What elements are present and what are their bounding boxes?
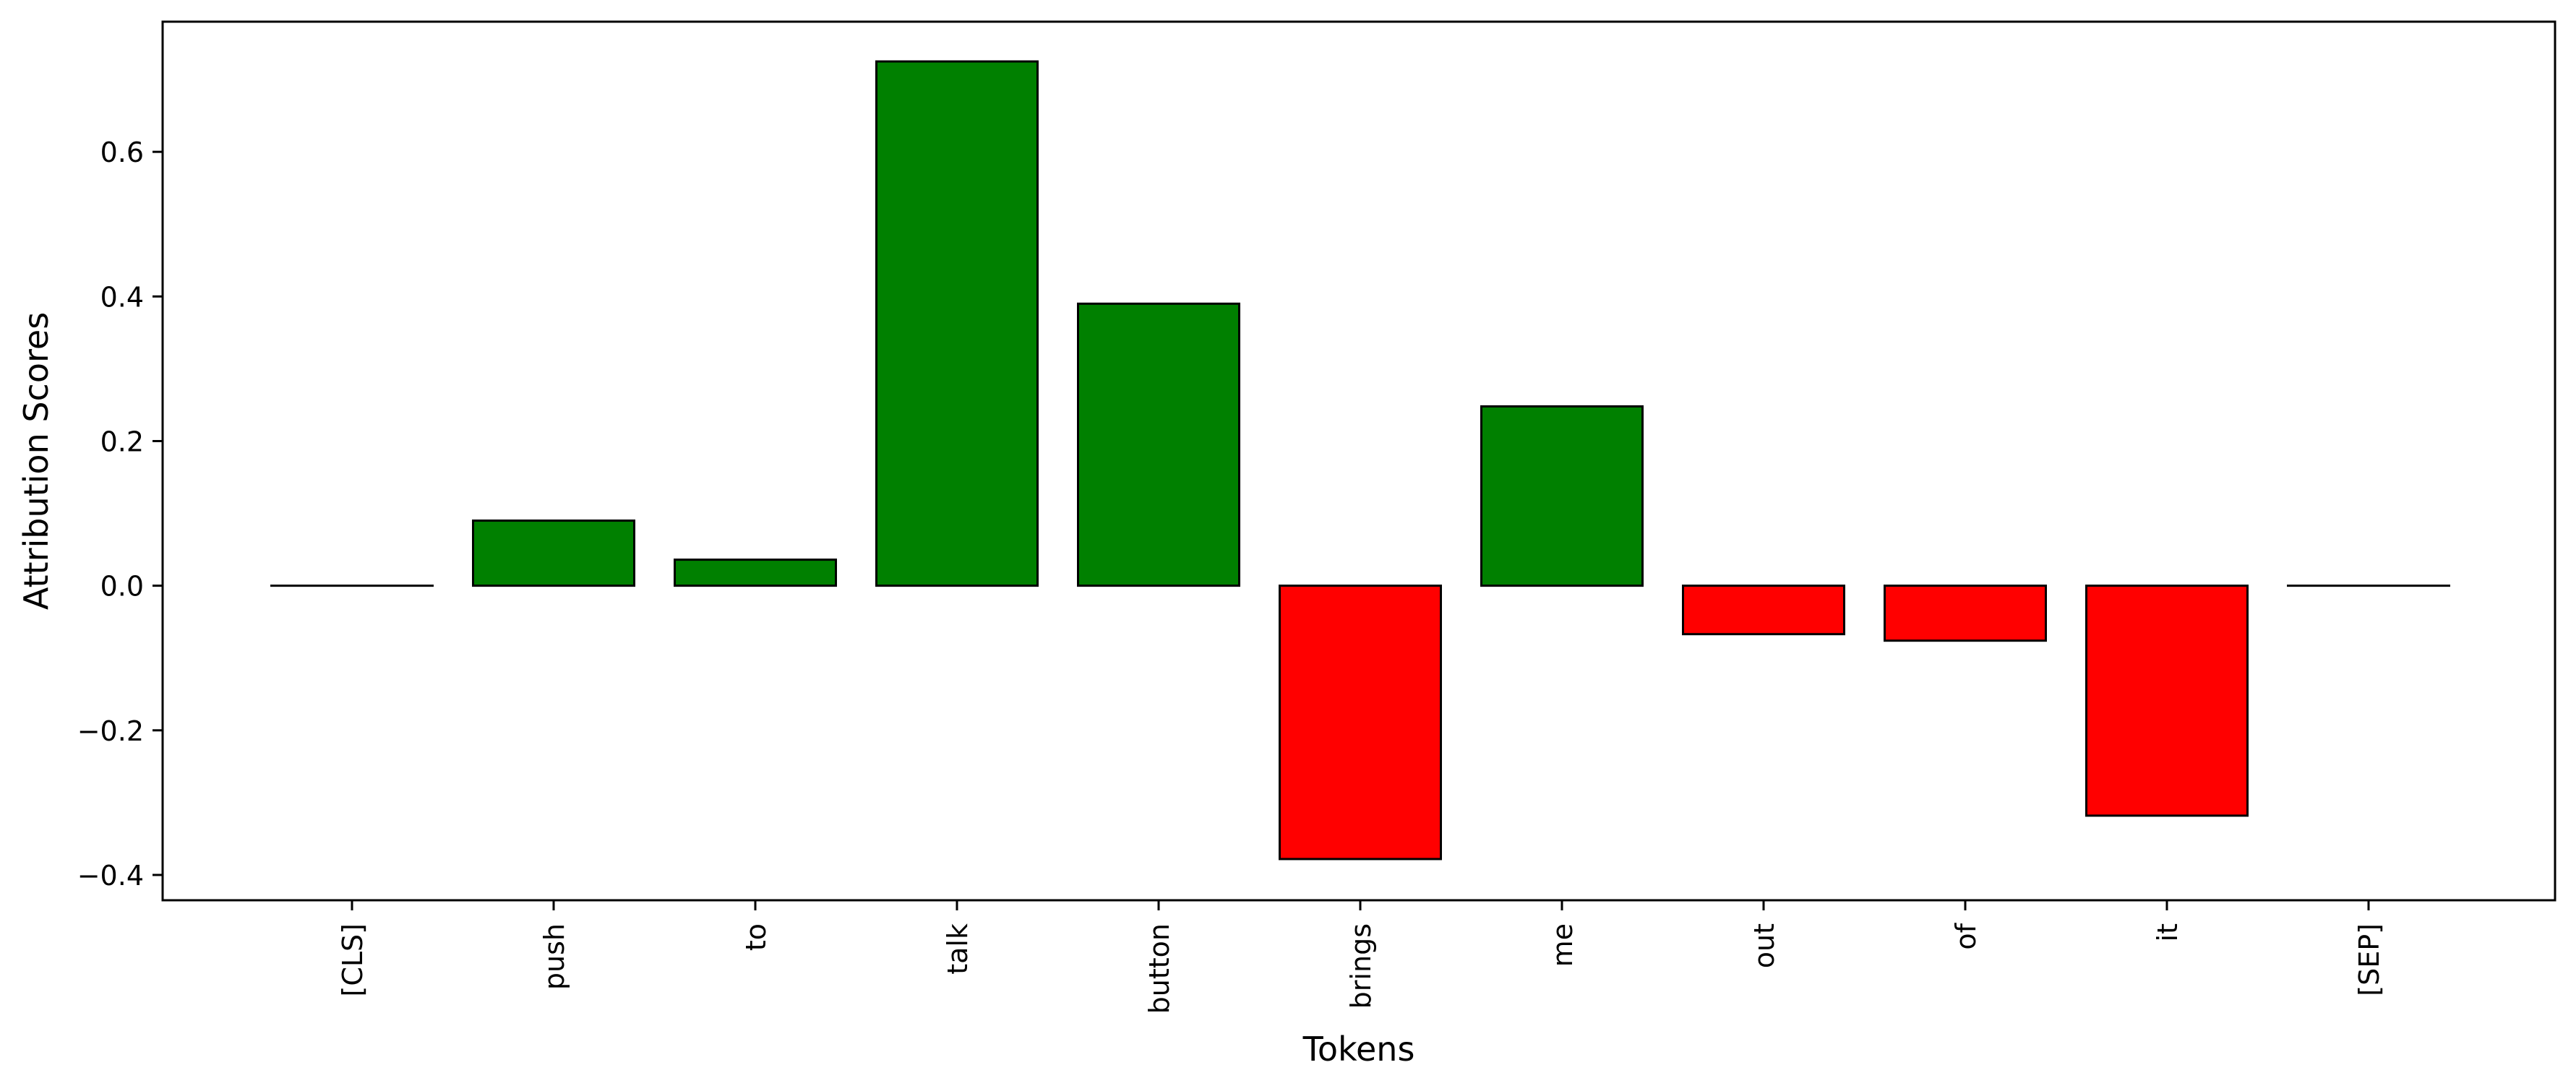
y-tick-label: 0.6 — [100, 137, 144, 168]
x-tick-label: to — [740, 923, 772, 951]
bar-talk — [877, 61, 1038, 586]
x-tick-label: [CLS] — [337, 923, 369, 996]
x-tick-label: talk — [942, 923, 974, 975]
x-tick-label: me — [1547, 923, 1579, 967]
x-tick-label: button — [1143, 923, 1175, 1014]
x-axis: [CLS] push to talk button brings me out of it [SEP… — [337, 900, 2385, 1014]
x-axis-label: Tokens — [1302, 1030, 1415, 1069]
x-tick-label: brings — [1345, 923, 1377, 1009]
y-tick-label: −0.4 — [77, 860, 144, 892]
x-tick-label: push — [538, 923, 570, 990]
y-tick-label: 0.2 — [100, 426, 144, 457]
bar-brings — [1280, 586, 1441, 859]
x-tick-label: [SEP] — [2353, 923, 2385, 996]
bar-it — [2087, 586, 2248, 816]
bar-button — [1078, 303, 1240, 585]
x-tick-label: of — [1950, 922, 1982, 949]
bar-me — [1482, 406, 1643, 585]
x-tick-label: it — [2152, 923, 2184, 941]
x-tick-label: out — [1748, 923, 1780, 968]
y-tick-label: 0.0 — [100, 571, 144, 603]
y-axis-label: Attribution Scores — [17, 312, 56, 610]
bar-to — [675, 560, 836, 586]
bar-of — [1885, 586, 2046, 641]
bar-out — [1683, 586, 1845, 634]
y-tick-label: −0.2 — [77, 715, 144, 747]
bar-push — [473, 521, 635, 586]
bars-layer — [272, 61, 2450, 859]
y-axis: −0.4 −0.2 0.0 0.2 0.4 0.6 — [77, 137, 163, 892]
y-tick-label: 0.4 — [100, 281, 144, 313]
